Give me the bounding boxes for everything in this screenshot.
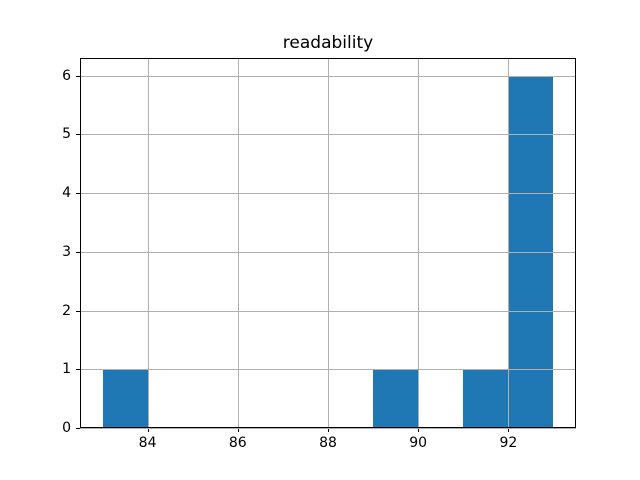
y-tick-label: 1 [62, 361, 71, 378]
histogram-bar [463, 369, 509, 428]
y-tick-label: 5 [62, 126, 71, 143]
y-tick-label: 6 [62, 67, 71, 84]
y-tick-label: 2 [62, 302, 71, 319]
x-tick-mark [418, 428, 420, 432]
gridline-vertical [147, 58, 149, 428]
y-tick-mark [76, 193, 80, 195]
y-tick-label: 4 [62, 185, 71, 202]
y-tick-mark [76, 428, 80, 429]
gridline-vertical [418, 58, 420, 428]
plot-area [80, 58, 576, 429]
y-tick-mark [76, 134, 80, 136]
y-tick-label: 3 [62, 243, 71, 260]
histogram-bar [373, 369, 419, 428]
x-tick-label: 84 [138, 435, 157, 451]
x-tick-mark [508, 428, 510, 432]
gridline-horizontal [80, 369, 576, 371]
x-tick-label: 88 [319, 435, 337, 451]
gridline-horizontal [80, 428, 576, 429]
y-tick-mark [76, 75, 80, 77]
x-tick-mark [237, 428, 239, 432]
histogram-bar [102, 369, 148, 428]
gridline-vertical [237, 58, 239, 428]
x-tick-label: 92 [499, 435, 518, 451]
gridline-vertical [328, 58, 329, 428]
chart-title: readability [282, 33, 374, 53]
y-tick-label: 0 [62, 420, 71, 436]
gridline-horizontal [80, 134, 576, 136]
gridline-horizontal [80, 75, 576, 77]
x-tick-mark [147, 428, 149, 432]
y-tick-mark [76, 251, 80, 253]
y-tick-mark [76, 369, 80, 371]
x-tick-label: 86 [228, 435, 247, 451]
gridline-horizontal [80, 251, 576, 253]
gridline-horizontal [80, 193, 576, 195]
gridline-horizontal [80, 310, 576, 312]
x-tick-mark [328, 428, 329, 432]
y-tick-mark [76, 310, 80, 312]
gridline-vertical [508, 58, 510, 428]
x-tick-label: 90 [409, 435, 428, 451]
